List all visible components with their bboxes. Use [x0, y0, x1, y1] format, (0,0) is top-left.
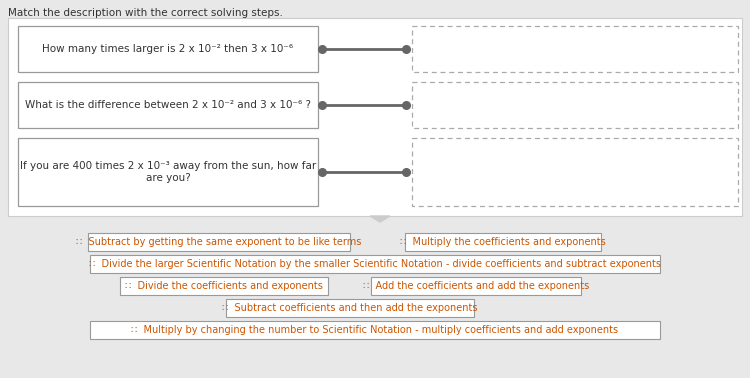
- FancyBboxPatch shape: [18, 138, 318, 206]
- FancyBboxPatch shape: [412, 82, 738, 128]
- FancyBboxPatch shape: [90, 255, 660, 273]
- Text: ∷  Multiply the coefficients and exponents: ∷ Multiply the coefficients and exponent…: [400, 237, 606, 247]
- Text: ∷  Divide the larger Scientific Notation by the smaller Scientific Notation - di: ∷ Divide the larger Scientific Notation …: [89, 259, 661, 269]
- FancyBboxPatch shape: [412, 26, 738, 72]
- FancyBboxPatch shape: [226, 299, 474, 317]
- Text: ∷  Add the coefficients and add the exponents: ∷ Add the coefficients and add the expon…: [363, 281, 590, 291]
- FancyBboxPatch shape: [405, 233, 601, 251]
- Text: ∷  Divide the coefficients and exponents: ∷ Divide the coefficients and exponents: [125, 281, 323, 291]
- FancyBboxPatch shape: [120, 277, 328, 295]
- Text: ∷  Subtract by getting the same exponent to be like terms: ∷ Subtract by getting the same exponent …: [76, 237, 362, 247]
- Text: If you are 400 times 2 x 10⁻³ away from the sun, how far
are you?: If you are 400 times 2 x 10⁻³ away from …: [20, 161, 316, 183]
- FancyBboxPatch shape: [8, 18, 742, 216]
- FancyBboxPatch shape: [18, 82, 318, 128]
- Polygon shape: [370, 216, 390, 222]
- FancyBboxPatch shape: [0, 224, 750, 378]
- FancyBboxPatch shape: [371, 277, 581, 295]
- FancyBboxPatch shape: [88, 233, 350, 251]
- Text: Match the description with the correct solving steps.: Match the description with the correct s…: [8, 8, 283, 18]
- FancyBboxPatch shape: [90, 321, 660, 339]
- FancyBboxPatch shape: [18, 26, 318, 72]
- Text: ∷  Subtract coefficients and then add the exponents: ∷ Subtract coefficients and then add the…: [222, 303, 478, 313]
- Text: How many times larger is 2 x 10⁻² then 3 x 10⁻⁶: How many times larger is 2 x 10⁻² then 3…: [43, 44, 293, 54]
- FancyBboxPatch shape: [412, 138, 738, 206]
- Text: What is the difference between 2 x 10⁻² and 3 x 10⁻⁶ ?: What is the difference between 2 x 10⁻² …: [25, 100, 311, 110]
- Text: ∷  Multiply by changing the number to Scientific Notation - multiply coefficient: ∷ Multiply by changing the number to Sci…: [131, 325, 619, 335]
